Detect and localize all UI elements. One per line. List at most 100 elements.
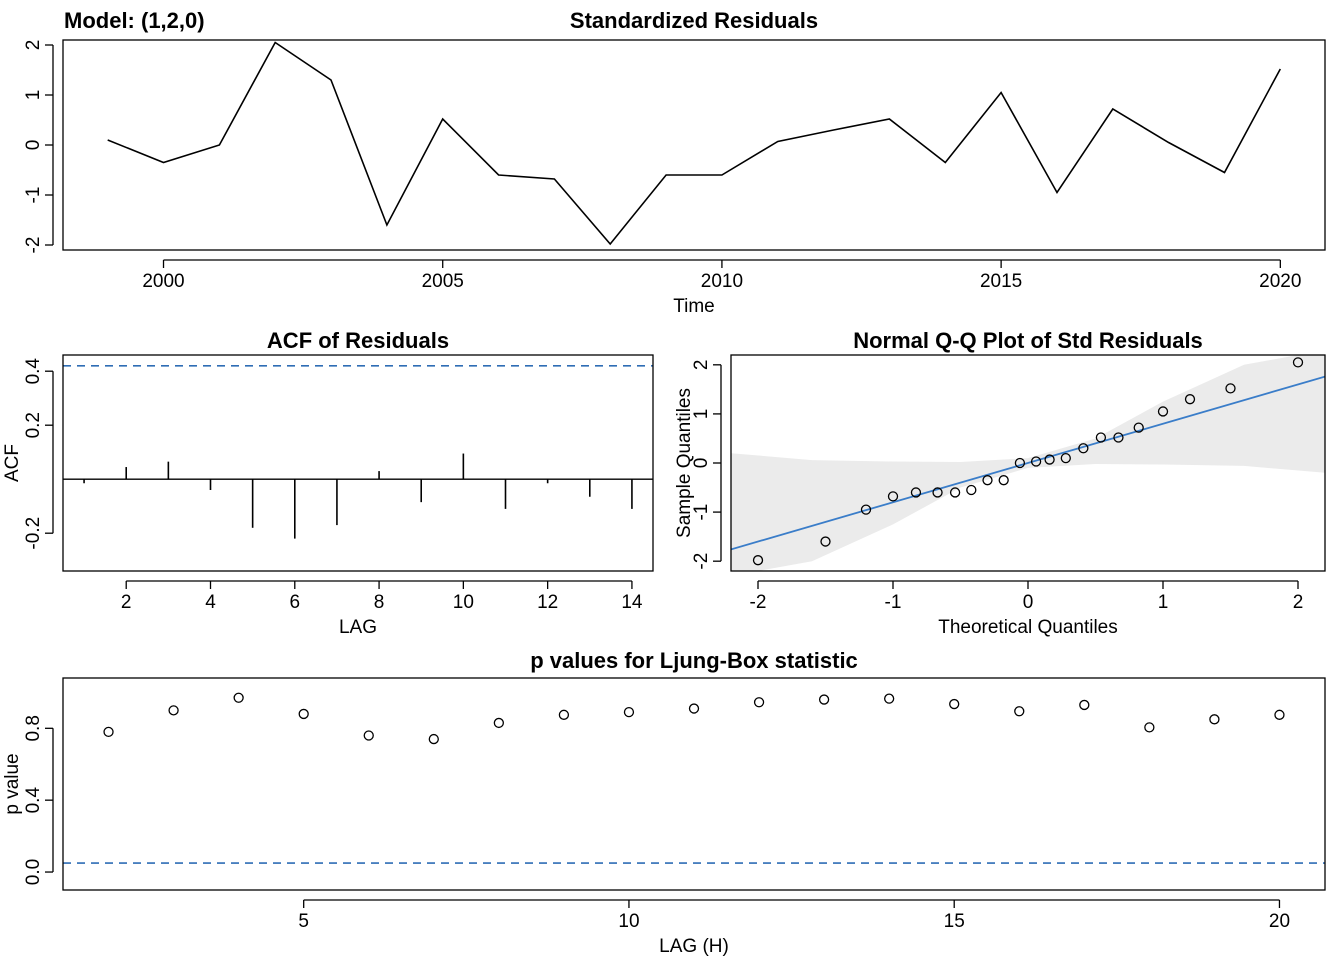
acf-panel: ACF of Residuals LAG ACF 2 4 6 8 10 12 14 -0.2 0.2 0… xyxy=(2,328,654,638)
x-tick-label: 15 xyxy=(944,911,965,932)
qq-point xyxy=(998,475,1009,486)
p-value-point xyxy=(688,703,700,714)
y-tick-label: 0.4 xyxy=(23,787,44,814)
p-value-point xyxy=(298,708,309,720)
y-axis-label: Sample Quantiles xyxy=(674,388,695,538)
p-value-point xyxy=(949,698,960,710)
y-tick-label: 2 xyxy=(691,360,712,371)
p-value-point xyxy=(1079,699,1090,711)
y-tick-label: -0.2 xyxy=(23,517,44,550)
y-tick-label: 0 xyxy=(23,140,44,151)
qq-point xyxy=(949,487,961,498)
plot-frame xyxy=(730,354,1326,572)
ljung-box-panel: p values for Ljung-Box statistic LAG (H) p… xyxy=(2,648,1326,957)
x-tick-label: -1 xyxy=(885,592,902,613)
y-tick-label: -2 xyxy=(691,553,712,570)
qq-point xyxy=(1133,422,1144,433)
p-value-point xyxy=(1014,706,1025,717)
y-axis-label: p value xyxy=(2,753,23,814)
p-value-point xyxy=(103,726,114,738)
qq-point xyxy=(752,555,764,566)
y-tick-label: -1 xyxy=(23,187,44,204)
x-tick-label: 12 xyxy=(537,592,558,613)
x-tick-label: 2020 xyxy=(1259,271,1301,292)
x-axis-label: Time xyxy=(673,296,715,317)
y-tick-label: -2 xyxy=(23,237,44,254)
p-value-point xyxy=(1144,722,1155,733)
x-tick-label: 1 xyxy=(1158,592,1169,613)
qq-point xyxy=(1044,454,1055,465)
qq-point xyxy=(1225,383,1236,394)
x-tick-label: 2 xyxy=(121,592,132,613)
qq-point xyxy=(1292,357,1304,368)
qq-point xyxy=(1184,394,1196,405)
x-tick-label: -2 xyxy=(750,592,767,613)
x-tick-label: 14 xyxy=(621,592,643,613)
qq-point xyxy=(1060,452,1071,464)
x-tick-label: 2000 xyxy=(142,271,184,292)
x-tick-label: 2 xyxy=(1293,592,1304,613)
qq-point xyxy=(1078,443,1089,454)
qq-point xyxy=(1157,406,1169,417)
p-value-point xyxy=(558,709,570,720)
x-tick-label: 6 xyxy=(289,592,300,613)
y-tick-label: 0.4 xyxy=(23,358,44,385)
x-axis-label: Theoretical Quantiles xyxy=(938,617,1118,638)
p-value-point xyxy=(623,706,635,718)
qq-point xyxy=(966,484,977,496)
qq-point xyxy=(860,504,872,515)
y-tick-label: 1 xyxy=(23,90,44,101)
qq-point xyxy=(1030,456,1042,467)
qq-point xyxy=(932,487,943,498)
qq-plot-area xyxy=(731,355,1325,571)
chart-title: p values for Ljung-Box statistic xyxy=(530,648,858,673)
p-value-point xyxy=(1209,714,1220,725)
x-tick-label: 2010 xyxy=(701,271,743,292)
x-tick-label: 10 xyxy=(618,911,639,932)
y-tick-label: 0.0 xyxy=(23,859,44,885)
plot-frame xyxy=(62,677,1326,891)
qq-point xyxy=(1014,457,1026,469)
x-tick-label: 2005 xyxy=(422,271,464,292)
p-value-point xyxy=(493,717,504,729)
x-tick-label: 8 xyxy=(374,592,385,613)
qq-point xyxy=(1113,432,1124,443)
y-axis-label: ACF xyxy=(2,444,23,482)
chart-title: ACF of Residuals xyxy=(267,328,449,353)
p-value-point xyxy=(818,694,830,705)
qq-point xyxy=(982,475,993,486)
p-value-point xyxy=(884,693,895,704)
p-value-point xyxy=(753,697,765,708)
qq-point xyxy=(1095,432,1107,443)
x-axis-label: LAG (H) xyxy=(659,936,729,957)
qq-point xyxy=(887,491,899,502)
chart-title: Standardized Residuals xyxy=(570,8,818,33)
reference-line xyxy=(731,375,1325,551)
y-tick-label: 0.2 xyxy=(23,412,44,438)
qq-panel: Normal Q-Q Plot of Std Residuals Theoreti… xyxy=(674,328,1326,638)
chart-title: Normal Q-Q Plot of Std Residuals xyxy=(853,328,1203,353)
y-tick-label: 0 xyxy=(691,458,712,469)
p-value-point xyxy=(363,730,374,741)
p-value-point xyxy=(428,733,439,745)
plot-frame xyxy=(62,354,654,572)
x-tick-label: 5 xyxy=(298,911,309,932)
y-tick-label: 2 xyxy=(23,40,44,51)
p-value-point xyxy=(1274,709,1285,720)
qq-point xyxy=(820,536,831,547)
plot-frame xyxy=(62,39,1326,251)
y-tick-label: 1 xyxy=(691,409,712,420)
y-tick-label: -1 xyxy=(691,504,712,521)
x-tick-label: 10 xyxy=(453,592,474,613)
x-tick-label: 20 xyxy=(1269,911,1290,932)
y-tick-label: 0.8 xyxy=(23,715,44,741)
x-axis-label: LAG xyxy=(339,617,377,638)
qq-point xyxy=(910,487,922,498)
model-label: Model: (1,2,0) xyxy=(64,8,205,33)
x-tick-label: 0 xyxy=(1023,592,1034,613)
x-tick-label: 4 xyxy=(205,592,216,613)
x-tick-label: 2015 xyxy=(980,271,1022,292)
p-value-point xyxy=(168,705,179,716)
